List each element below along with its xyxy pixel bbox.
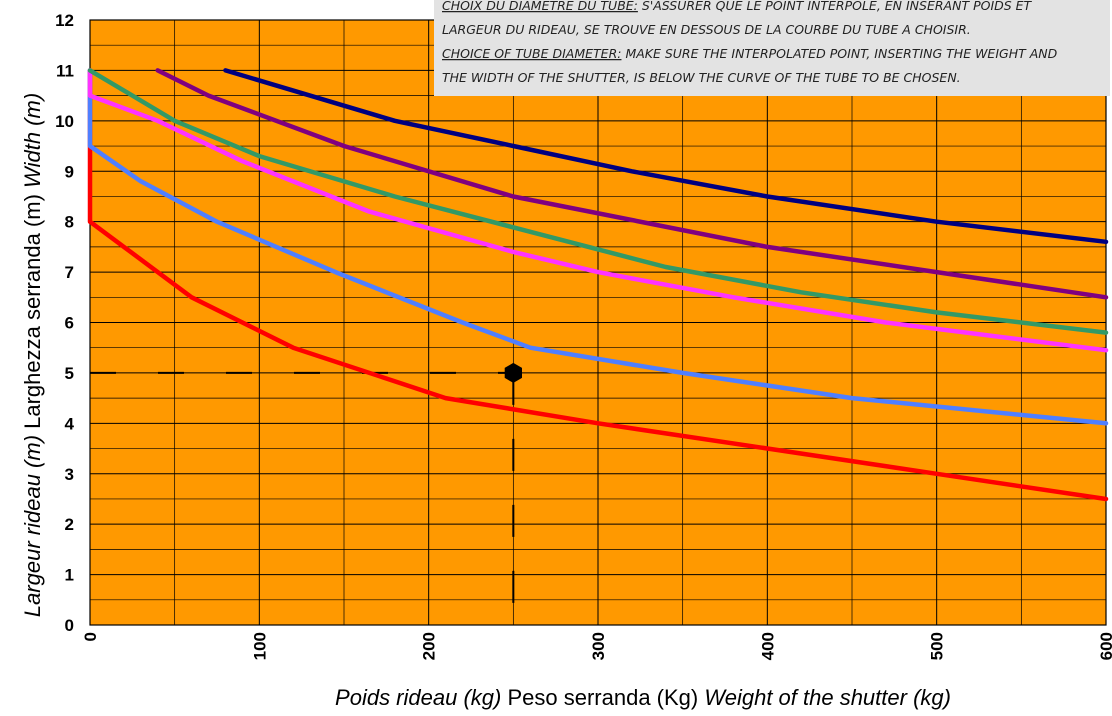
example-point-marker: [504, 362, 522, 383]
y-tick-label: 6: [65, 314, 74, 333]
y-tick-label: 10: [55, 112, 74, 131]
y-tick-label: 3: [65, 465, 74, 484]
y-tick-label: 4: [65, 414, 75, 433]
series-line-3: [87, 68, 1109, 353]
series-line-1: [87, 68, 1109, 502]
y-title-en: Width (m): [20, 93, 45, 188]
series-group: [87, 68, 1109, 502]
y-tick-label: 5: [65, 364, 74, 383]
y-tick-label: 9: [65, 162, 74, 181]
series-line-4: [87, 68, 1109, 335]
x-tick-label: 400: [758, 632, 777, 660]
note-line1-rest: S'ASSURER QUE LE POINT INTERPOLE, EN INS…: [638, 0, 1033, 13]
note-line2: LARGEUR DU RIDEAU, SE TROUVE EN DESSOUS …: [442, 22, 971, 37]
y-tick-label: 1: [65, 566, 74, 585]
x-tick-label: 500: [928, 632, 947, 660]
note-box: CHOIX DU DIAMETRE DU TUBE: S'ASSURER QUE…: [434, 0, 1110, 96]
y-tick-label: 7: [65, 263, 74, 282]
note-line3-rest: MAKE SURE THE INTERPOLATED POINT, INSERT…: [621, 46, 1057, 61]
series-line-6: [223, 68, 1109, 245]
y-tick-label: 12: [55, 11, 74, 30]
series-line-5: [155, 68, 1109, 300]
svg-text:Poids rideau (kg) Peso serrand: Poids rideau (kg) Peso serranda (Kg) Wei…: [335, 685, 951, 710]
y-title-it: Larghezza serranda (m): [20, 194, 45, 429]
y-title-fr: Largeur rideau (m): [20, 435, 45, 617]
note-line1-underlined: CHOIX DU DIAMETRE DU TUBE:: [442, 0, 638, 13]
y-tick-label: 11: [56, 61, 74, 80]
x-axis-title: Poids rideau (kg) Peso serranda (Kg) Wei…: [335, 685, 951, 710]
x-title-en: Weight of the shutter (kg): [704, 685, 951, 710]
x-tick-label: 100: [250, 632, 269, 660]
x-tick-label: 200: [420, 632, 439, 660]
y-tick-label: 8: [65, 213, 74, 232]
series-line-2: [87, 68, 1109, 426]
x-title-fr: Poids rideau (kg): [335, 685, 501, 710]
x-tick-label: 0: [81, 632, 100, 641]
y-tick-label: 2: [65, 515, 74, 534]
svg-text:CHOIX DU DIAMETRE DU TUBE: S'A: CHOIX DU DIAMETRE DU TUBE: S'ASSURER QUE…: [442, 0, 1033, 13]
y-tick-label: 0: [65, 616, 74, 635]
svg-text:Largeur rideau (m) Larghezza: Largeur rideau (m) Larghezza serranda (m…: [20, 93, 45, 617]
reference-lines: [90, 371, 515, 625]
x-title-it: Peso serranda (Kg): [507, 685, 698, 710]
x-tick-label: 300: [589, 632, 608, 660]
svg-text:CHOICE OF TUBE DIAMETER: MAKE: CHOICE OF TUBE DIAMETER: MAKE SURE THE I…: [442, 46, 1058, 61]
x-tick-label: 600: [1097, 632, 1112, 660]
y-axis-title: Largeur rideau (m) Larghezza serranda (m…: [20, 93, 45, 617]
note-line4: THE WIDTH OF THE SHUTTER, IS BELOW THE C…: [442, 70, 961, 85]
note-line3-underlined: CHOICE OF TUBE DIAMETER:: [442, 46, 621, 61]
x-tick-labels: 0 100 200 300 400 500 600: [81, 632, 1112, 660]
